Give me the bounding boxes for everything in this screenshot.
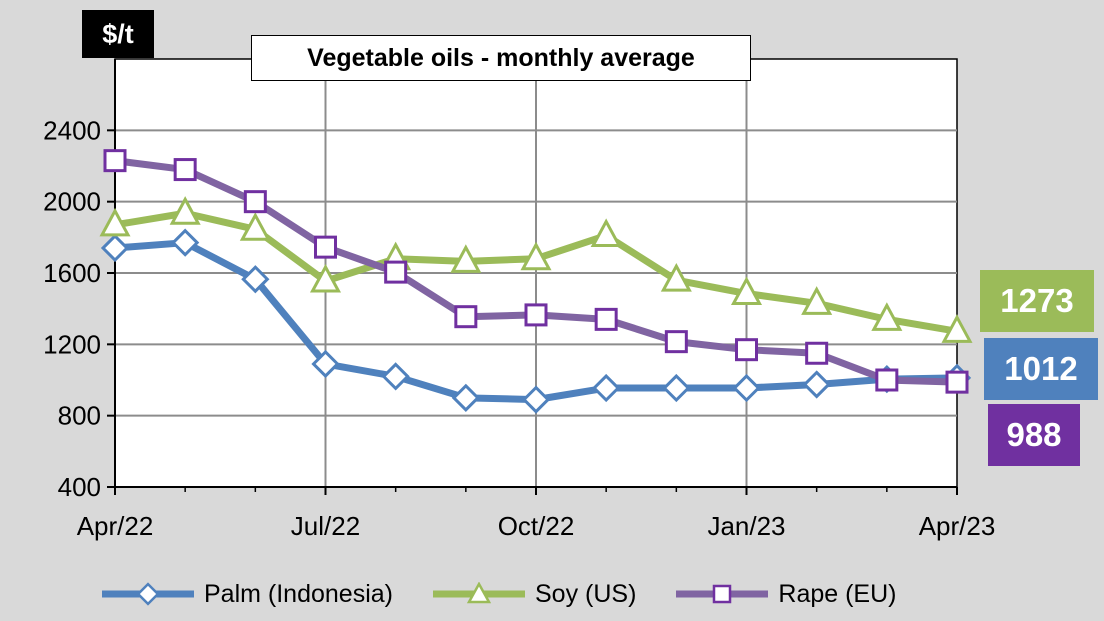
point-palm (241, 265, 270, 294)
point-palm (521, 385, 551, 414)
y-tick-label: 1600 (43, 258, 101, 288)
point-soy (99, 207, 131, 237)
point-soy (520, 241, 552, 271)
point-rape (735, 338, 758, 362)
legend-label-rape: Rape (EU) (778, 579, 897, 608)
point-palm (381, 362, 410, 391)
end-value-palm: 1012 (984, 338, 1098, 400)
legend-swatch-palm (102, 582, 194, 606)
point-soy (801, 286, 833, 315)
y-tick-label: 1200 (43, 329, 101, 359)
x-tick-label: Jan/23 (707, 511, 785, 541)
y-unit-label: $/t (82, 10, 154, 58)
point-rape (454, 305, 478, 329)
point-palm (171, 228, 200, 257)
point-palm (311, 349, 340, 379)
point-rape (314, 235, 337, 259)
point-soy (871, 302, 903, 331)
series-group (99, 149, 973, 414)
x-tick-label: Jul/22 (291, 511, 360, 541)
x-tick-label: Oct/22 (498, 511, 575, 541)
point-rape (173, 158, 197, 182)
point-rape (805, 341, 829, 365)
legend-item-soy: Soy (US) (431, 580, 636, 609)
point-soy (309, 263, 342, 293)
legend-label-soy: Soy (US) (534, 579, 637, 608)
chart-title: Vegetable oils - monthly average (251, 35, 751, 81)
point-rape (594, 307, 618, 331)
x-tick-label: Apr/22 (77, 511, 154, 541)
legend-swatch-soy (432, 582, 525, 604)
point-soy (660, 262, 692, 292)
x-tick-label: Apr/23 (919, 511, 996, 541)
point-rape (875, 368, 899, 392)
point-soy (590, 218, 622, 248)
point-rape (384, 260, 408, 284)
point-palm (662, 373, 691, 403)
legend-label-palm: Palm (Indonesia) (204, 579, 393, 608)
legend-item-rape: Rape (EU) (674, 580, 896, 609)
point-rape (243, 190, 267, 214)
legend-swatch-rape (676, 584, 769, 604)
legend: Palm (Indonesia) Soy (US) Rape (EU) (100, 572, 1000, 616)
point-soy (941, 314, 973, 343)
end-value-soy: 1273 (980, 270, 1094, 332)
point-palm (451, 383, 480, 412)
point-palm (100, 233, 130, 263)
point-rape (103, 149, 127, 173)
y-tick-label: 400 (58, 472, 101, 502)
y-tick-label: 800 (58, 401, 101, 431)
point-soy (169, 196, 201, 225)
point-rape (945, 370, 969, 394)
point-palm (732, 373, 761, 403)
end-value-rape: 988 (988, 404, 1080, 466)
point-soy (730, 276, 763, 306)
legend-item-palm: Palm (Indonesia) (100, 580, 393, 609)
y-tick-label: 2400 (43, 115, 101, 145)
point-palm (802, 370, 831, 399)
axes: 400 800 1200 1600 2000 2400 Apr/22 Jul/22 Oct/22… (43, 59, 995, 541)
point-soy (450, 244, 482, 273)
point-soy (239, 212, 271, 241)
point-rape (524, 303, 548, 327)
point-rape (664, 330, 688, 354)
point-palm (592, 373, 621, 403)
y-tick-label: 2000 (43, 187, 101, 217)
